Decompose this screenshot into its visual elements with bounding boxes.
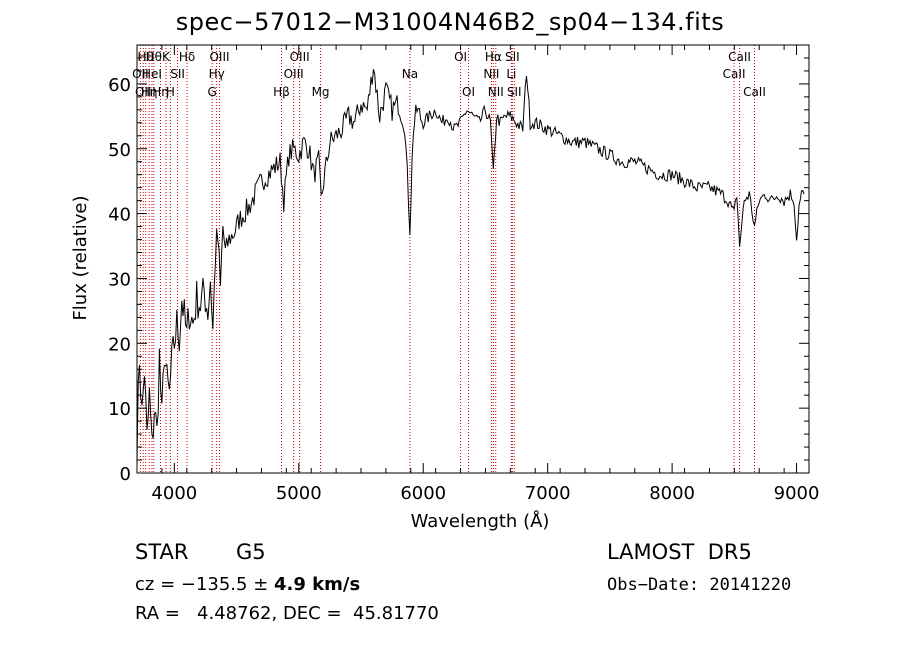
survey-name: LAMOST DR5	[607, 540, 752, 564]
plot-frame	[136, 44, 810, 474]
y-tick-label: 30	[108, 269, 131, 290]
x-axis-label: Wavelength (Å)	[410, 511, 550, 532]
spectral-line-label: Hη	[152, 85, 169, 99]
spectral-line-label: Hα	[485, 50, 502, 64]
spectral-line-label: OIII	[284, 67, 304, 81]
y-axis-label: Flux (relative)	[70, 195, 91, 321]
y-tick-label: 60	[108, 75, 131, 96]
spectral-line-label: Hβ	[273, 85, 290, 99]
spectral-line-label: SII	[170, 67, 185, 81]
spectral-line-label: Li	[506, 67, 516, 81]
y-tick-label: 50	[108, 140, 131, 161]
spectral-line-label: Hη	[141, 85, 158, 99]
spectral-line-label: CaII	[743, 85, 766, 99]
spectral-line-label: HeI	[142, 67, 162, 81]
x-tick-label: 9000	[774, 483, 820, 504]
y-tick-label: 0	[120, 464, 131, 485]
spectral-line-label: SII	[507, 85, 522, 99]
spectrum-series-line	[136, 69, 805, 462]
object-subclass: G5	[236, 540, 266, 564]
spectral-line-label: Na	[402, 67, 418, 81]
spectral-line-label: Mg	[312, 85, 330, 99]
spectral-line-label: Hθ	[138, 50, 154, 64]
y-tick-label: 10	[108, 399, 131, 420]
x-tick-label: 4000	[151, 483, 197, 504]
x-tick-label: 6000	[400, 483, 446, 504]
spectral-line-label: OIII	[290, 50, 310, 64]
spectral-line-label: H	[166, 85, 175, 99]
y-tick-label: 40	[108, 205, 131, 226]
spectral-line-labels: OII OII Hθ Hη HeI Hθ Hη K H SII Hδ G Hγ OIII Hβ OIII OII…	[132, 50, 766, 99]
spectral-line-label: CaII	[723, 67, 746, 81]
spectral-line-markers	[139, 45, 755, 473]
x-tick-label: 8000	[649, 483, 695, 504]
spectral-line-label: SII	[505, 50, 520, 64]
object-class: STAR	[135, 540, 189, 564]
spectral-line-label: CaII	[728, 50, 751, 64]
spectral-line-label: Hδ	[179, 50, 195, 64]
spectral-line-label: G	[208, 85, 217, 99]
x-tick-label: 7000	[525, 483, 571, 504]
spectral-line-label: NII	[488, 85, 504, 99]
cz-error: 4.9 km/s	[274, 574, 361, 595]
spectral-line-label: OII	[132, 67, 149, 81]
spectral-line-label: NII	[483, 67, 499, 81]
spectral-line-label: Hθ	[146, 50, 162, 64]
y-tick-label: 20	[108, 334, 131, 355]
spectral-line-label: OIII	[209, 50, 229, 64]
coordinates: RA = 4.48762, DEC = 45.81770	[135, 603, 439, 624]
spectral-line-label: OI	[462, 85, 475, 99]
redshift-velocity: cz = −135.5 ± 4.9 km/s	[135, 574, 360, 595]
spectral-line-label: OI	[454, 50, 467, 64]
obs-date: Obs−Date: 20141220	[607, 575, 792, 595]
cz-value: cz = −135.5 ±	[135, 574, 275, 595]
spectral-line-label: Hγ	[209, 67, 225, 81]
spectral-line-label: OII	[135, 85, 152, 99]
x-tick-label: 5000	[276, 483, 322, 504]
chart-title: spec−57012−M31004N46B2_sp04−134.fits	[175, 8, 725, 36]
spectral-line-label: K	[162, 50, 171, 64]
axis-ticks: 4000 5000 6000 7000 8000 9000 0 10 20 30 40 50 60	[108, 44, 820, 504]
